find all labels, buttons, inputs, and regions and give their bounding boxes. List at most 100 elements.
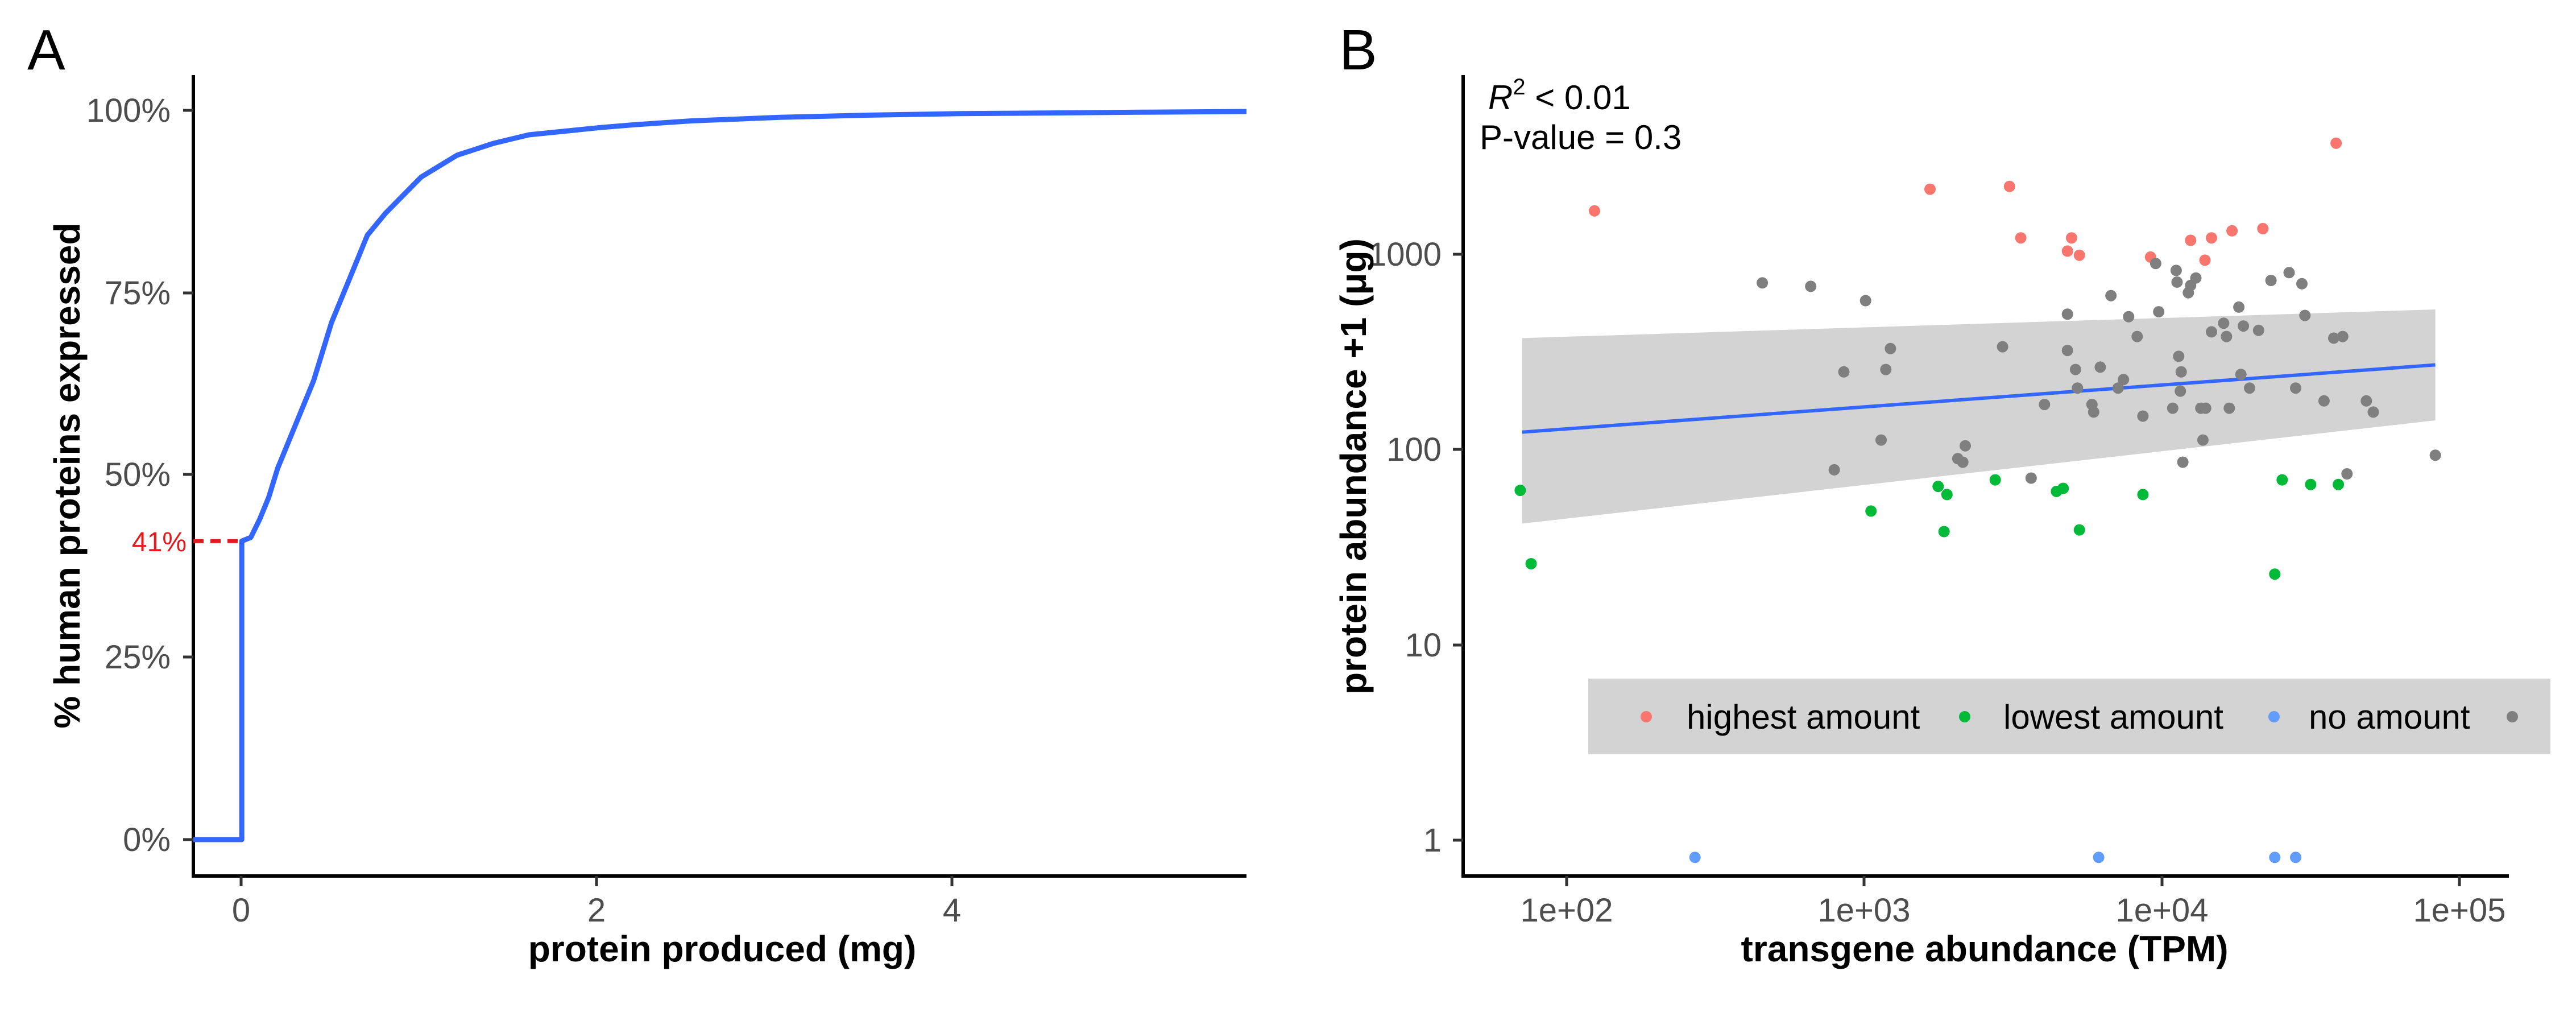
point-other-25 (2131, 330, 2143, 342)
panel-b: B 1 10 100 1000 1e+02 1e+03 1e+0 (1333, 18, 2550, 969)
point-highest-3 (2015, 232, 2027, 244)
point-other-3 (1838, 366, 1850, 378)
point-highest-12 (2257, 222, 2269, 234)
point-other-14 (2061, 308, 2073, 320)
point-lowest-2 (1865, 505, 1877, 517)
panel-b-y-tick-label-1: 1 (1423, 822, 1442, 859)
point-other-4 (1859, 295, 1871, 307)
panel-b-x-axis-title: transgene abundance (TPM) (1741, 928, 2229, 969)
point-other-12 (2025, 472, 2037, 484)
point-lowest-3 (1932, 481, 1944, 493)
legend-key-other (2507, 711, 2518, 722)
point-other-21 (2105, 290, 2117, 301)
point-other-15 (2061, 345, 2073, 357)
point-other-46 (2233, 301, 2245, 313)
point-lowest-8 (2057, 482, 2069, 494)
panel-b-x-tick-label-1e02: 1e+02 (1521, 892, 1613, 929)
point-other-2 (1828, 464, 1840, 476)
point-other-17 (2072, 382, 2084, 394)
panel-b-legend: highest amount lowest amount no amount (1588, 679, 2550, 754)
point-none-0 (1689, 852, 1701, 863)
panel-b-x-tick-label-1e03: 1e+03 (1818, 892, 1911, 929)
panel-a-x-ticks: 0 2 4 (232, 876, 961, 929)
panel-a-y-ticks: 0% 25% 50% 75% 100% (86, 92, 193, 858)
panel-a-x-tick-label-2: 2 (587, 892, 606, 929)
point-other-59 (2341, 468, 2353, 480)
panel-b-y-axis-title: protein abundance +1 (μg) (1333, 238, 1374, 695)
point-other-38 (2190, 272, 2202, 284)
point-other-43 (2218, 317, 2230, 329)
panel-a-y-tick-label-25: 25% (105, 639, 171, 676)
point-other-61 (2367, 406, 2379, 418)
point-other-29 (2167, 402, 2179, 414)
point-other-54 (2296, 278, 2308, 290)
panel-b-regression-line (1522, 363, 2436, 434)
point-lowest-10 (2137, 489, 2149, 501)
panel-a-y-tick-label-50: 50% (105, 456, 171, 493)
point-other-19 (2088, 406, 2099, 418)
point-lowest-4 (1938, 526, 1950, 538)
panel-b-pvalue-annotation: P-value = 0.3 (1480, 118, 1682, 156)
point-highest-0 (1589, 205, 1600, 217)
point-other-40 (2197, 434, 2209, 446)
point-other-56 (2318, 395, 2330, 407)
point-other-34 (2175, 366, 2187, 378)
point-other-0 (1757, 277, 1769, 289)
point-other-51 (2265, 275, 2277, 286)
panel-b-x-tick-label-1e05: 1e+05 (2413, 892, 2506, 929)
point-other-41 (2200, 402, 2211, 414)
point-other-16 (2069, 363, 2081, 375)
panel-a-41-percent-label: 41% (132, 527, 187, 557)
point-highest-1 (1924, 183, 1936, 195)
point-other-44 (2221, 330, 2233, 342)
point-highest-8 (2185, 234, 2197, 246)
point-highest-5 (2065, 232, 2077, 244)
point-lowest-12 (2276, 474, 2288, 486)
legend-key-lowest (1959, 711, 1970, 722)
point-other-28 (2153, 306, 2165, 318)
legend-key-highest (1641, 711, 1652, 722)
point-none-2 (2269, 852, 2281, 863)
legend-label-highest: highest amount (1687, 698, 1920, 736)
point-other-9 (1957, 456, 1969, 468)
panel-b-confidence-ribbon (1522, 309, 2436, 524)
panel-b-legend-background (1588, 679, 2550, 754)
point-other-52 (2283, 267, 2295, 279)
panel-a-letter: A (27, 18, 65, 82)
legend-label-lowest: lowest amount (2003, 698, 2223, 736)
point-other-23 (2118, 374, 2130, 386)
panel-b-points (1514, 137, 2441, 863)
point-other-48 (2238, 320, 2250, 332)
point-other-10 (1960, 440, 1971, 452)
legend-label-none: no amount (2309, 698, 2470, 736)
point-other-62 (2429, 449, 2441, 461)
point-other-27 (2150, 258, 2161, 270)
panel-b-x-ticks: 1e+02 1e+03 1e+04 1e+05 (1521, 876, 2506, 929)
point-lowest-0 (1514, 485, 1526, 497)
point-highest-10 (2206, 232, 2217, 244)
point-other-58 (2337, 330, 2349, 342)
point-highest-11 (2226, 225, 2238, 237)
point-highest-4 (2061, 245, 2073, 257)
panel-a-cumulative-line (193, 109, 1247, 842)
point-lowest-13 (2305, 478, 2317, 490)
point-highest-6 (2073, 249, 2085, 261)
legend-key-none (2268, 711, 2280, 722)
panel-a-y-axis-title: % human proteins expressed (47, 222, 88, 728)
point-other-5 (1875, 434, 1887, 446)
point-other-45 (2223, 402, 2235, 414)
point-other-53 (2290, 382, 2301, 394)
point-other-32 (2173, 350, 2185, 362)
panel-b-r2-r: R (1488, 78, 1513, 117)
point-other-55 (2299, 309, 2311, 321)
point-other-20 (2094, 361, 2106, 373)
point-lowest-11 (2269, 568, 2281, 580)
point-other-50 (2252, 324, 2264, 336)
panel-a-y-tick-label-100: 100% (86, 92, 171, 129)
panel-a-x-axis-title: protein produced (mg) (528, 928, 917, 969)
point-lowest-6 (1989, 474, 2001, 486)
point-other-57 (2328, 332, 2339, 344)
panel-b-letter: B (1339, 18, 1377, 82)
point-other-49 (2244, 382, 2255, 394)
